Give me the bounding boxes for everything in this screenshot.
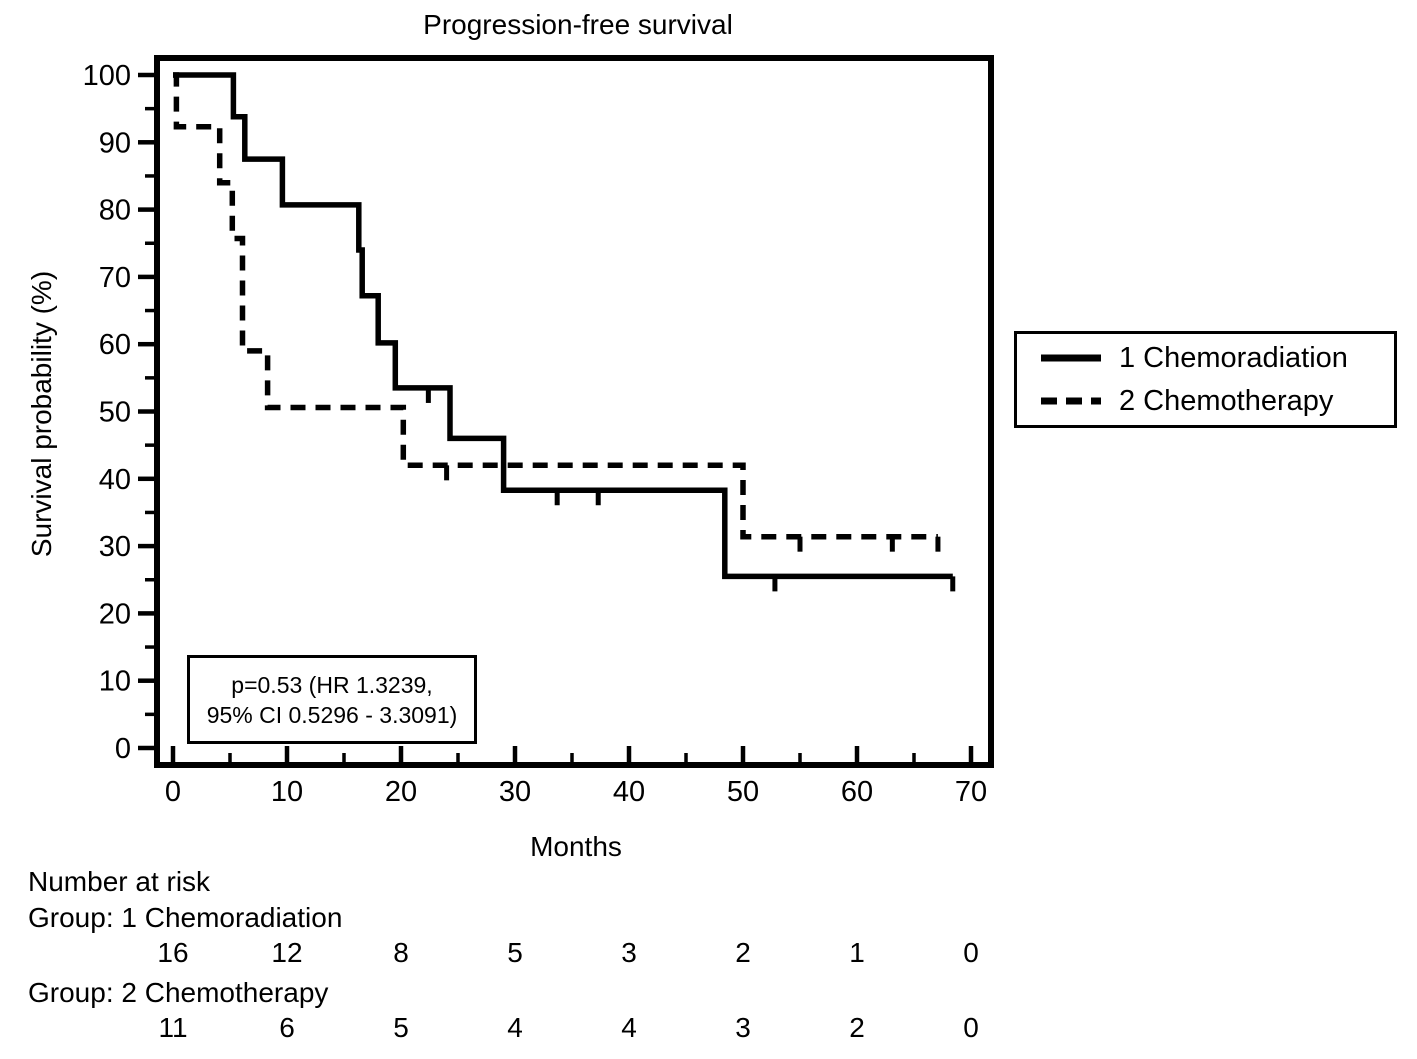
risk-count: 11 — [158, 1012, 188, 1043]
confidence-interval-text: 95% CI 0.5296 - 3.3091) — [206, 701, 458, 728]
risk-count: 2 — [849, 1012, 865, 1043]
risk-group-2-values: 11 6 5 4 4 3 2 0 — [0, 1012, 1417, 1044]
plot-frame — [154, 55, 994, 768]
risk-count: 6 — [279, 1012, 295, 1043]
risk-count: 2 — [735, 937, 751, 968]
survival-curve-1-chemoradiation — [173, 72, 953, 580]
x-tick-label: 40 — [613, 776, 645, 808]
legend-label-chemotherapy: 2 Chemotherapy — [1119, 384, 1334, 417]
chart-title: Progression-free survival — [423, 9, 733, 40]
risk-count: 4 — [621, 1012, 637, 1043]
y-axis-label: Survival probability (%) — [26, 270, 57, 558]
y-tick-label: 30 — [99, 531, 131, 563]
x-tick-label: 20 — [385, 776, 417, 808]
y-tick-label: 50 — [99, 397, 131, 429]
y-tick-label: 80 — [99, 195, 131, 227]
x-tick-label: 30 — [499, 776, 531, 808]
risk-count: 0 — [963, 1012, 979, 1043]
risk-count: 5 — [507, 937, 523, 968]
risk-group-2-label: Group: 2 Chemotherapy — [28, 977, 329, 1008]
risk-group-1-values: 16 12 8 5 3 2 1 0 — [0, 937, 1417, 969]
y-tick-label: 70 — [99, 262, 131, 294]
legend: 1 Chemoradiation 2 Chemotherapy — [1014, 331, 1397, 428]
risk-count: 3 — [735, 1012, 751, 1043]
x-tick-label: 50 — [727, 776, 759, 808]
x-tick-label: 10 — [271, 776, 303, 808]
x-tick-label: 0 — [165, 776, 181, 808]
risk-count: 8 — [393, 937, 409, 968]
stats-annotation-box: p=0.53 (HR 1.3239, 95% CI 0.5296 - 3.309… — [187, 655, 477, 744]
x-tick-label: 70 — [955, 776, 987, 808]
y-tick-label: 90 — [99, 127, 131, 159]
legend-label-chemoradiation: 1 Chemoradiation — [1119, 341, 1348, 374]
number-at-risk-header: Number at risk — [28, 866, 211, 897]
y-tick-label: 40 — [99, 464, 131, 496]
y-tick-label: 20 — [99, 598, 131, 630]
dashed-line-swatch — [1041, 397, 1101, 405]
y-tick-label: 100 — [83, 60, 131, 92]
y-tick-label: 0 — [115, 733, 131, 765]
risk-count: 12 — [271, 937, 303, 968]
x-tick-label: 60 — [841, 776, 873, 808]
x-axis-label: Months — [530, 831, 622, 862]
legend-item-chemotherapy: 2 Chemotherapy — [1041, 385, 1394, 418]
risk-count: 4 — [507, 1012, 523, 1043]
risk-count: 5 — [393, 1012, 409, 1043]
solid-line-swatch — [1041, 354, 1101, 362]
risk-count: 3 — [621, 937, 637, 968]
p-value-text: p=0.53 (HR 1.3239, — [231, 671, 433, 698]
survival-curve-2-chemotherapy — [173, 72, 938, 540]
y-tick-label: 60 — [99, 329, 131, 361]
legend-item-chemoradiation: 1 Chemoradiation — [1041, 342, 1394, 375]
risk-count: 0 — [963, 937, 979, 968]
y-tick-label: 10 — [99, 666, 131, 698]
risk-count: 1 — [849, 937, 865, 968]
risk-count: 16 — [157, 937, 189, 968]
risk-group-1-label: Group: 1 Chemoradiation — [28, 902, 343, 933]
